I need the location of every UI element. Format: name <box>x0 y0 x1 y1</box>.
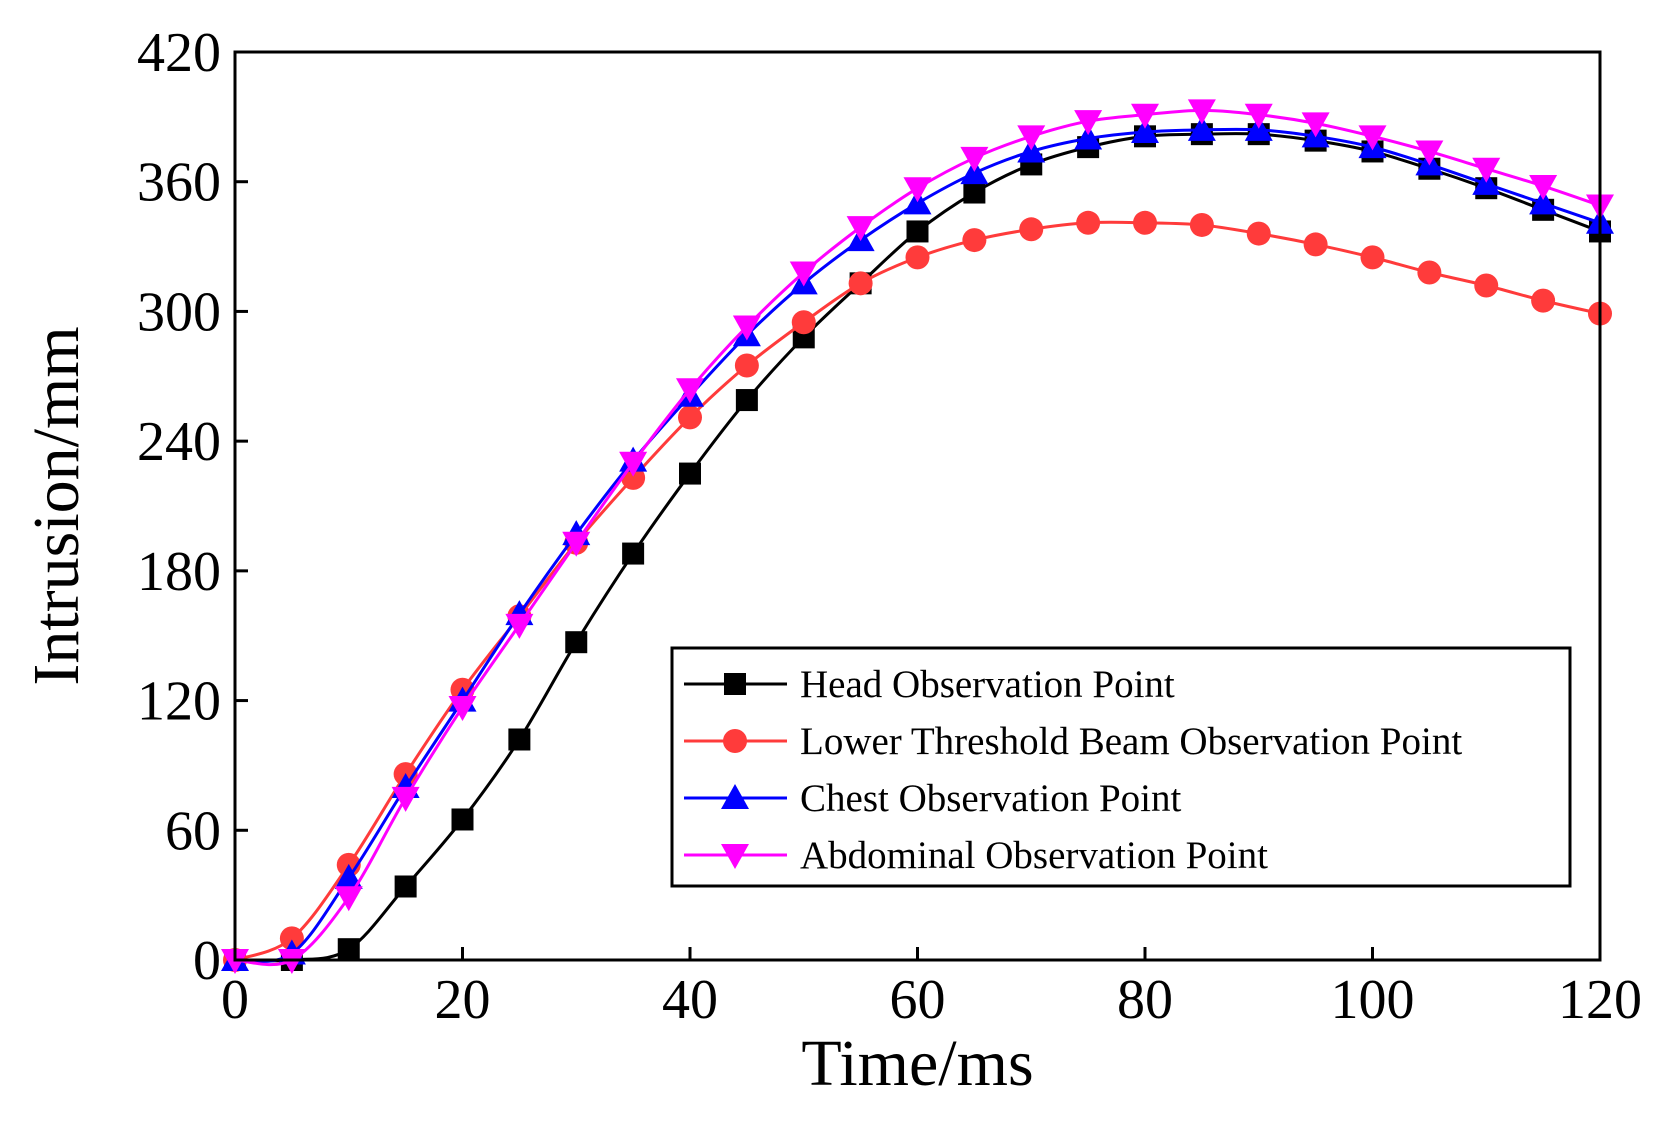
legend: Head Observation Point Lower Threshold Be… <box>670 646 1572 888</box>
y-tick-label: 180 <box>137 541 221 603</box>
data-point <box>1472 157 1501 183</box>
y-tick-label: 120 <box>137 671 221 733</box>
legend-box <box>670 646 1572 888</box>
x-tick-label: 80 <box>1117 969 1173 1031</box>
data-point <box>622 542 645 565</box>
data-point <box>960 146 989 172</box>
data-point <box>334 886 363 912</box>
data-point <box>846 216 875 242</box>
data-point <box>619 451 648 477</box>
data-point <box>1133 210 1157 235</box>
legend-marker <box>723 729 747 753</box>
x-tick-label: 60 <box>890 969 946 1031</box>
legend-item: Lower Threshold Beam Observation Point <box>684 720 1462 763</box>
data-point <box>734 353 759 378</box>
data-point <box>1301 112 1330 138</box>
data-point <box>565 631 588 654</box>
legend-label: Abdominal Observation Point <box>800 834 1268 877</box>
data-point <box>963 181 986 204</box>
x-tick-label: 120 <box>1558 969 1642 1031</box>
legend-item: Head Observation Point <box>684 663 1175 706</box>
data-point <box>735 389 758 412</box>
data-point <box>334 863 363 889</box>
data-point <box>1074 110 1103 136</box>
data-point <box>1246 221 1271 246</box>
legend-item: Abdominal Observation Point <box>684 834 1268 877</box>
data-point <box>1529 189 1558 215</box>
y-tick-label: 420 <box>137 22 221 84</box>
data-point <box>391 786 420 812</box>
data-point <box>1360 245 1385 270</box>
x-tick-label: 0 <box>221 969 249 1031</box>
legend-label: Head Observation Point <box>800 663 1175 706</box>
x-tick-label: 40 <box>662 969 718 1031</box>
data-point <box>1131 117 1159 143</box>
x-tick-label: 20 <box>435 969 491 1031</box>
data-point <box>1474 273 1499 298</box>
data-point <box>905 245 930 270</box>
data-point <box>732 315 761 341</box>
y-tick-label: 360 <box>137 152 221 214</box>
y-tick-label: 240 <box>137 411 221 473</box>
data-point <box>1131 103 1159 129</box>
data-point <box>1187 115 1216 141</box>
data-point <box>678 405 702 430</box>
axes-layer: 0 20 40 60 80 100 120 0 60 120 180 240 300 360 420 Time… <box>20 22 1642 1100</box>
data-point <box>337 938 360 961</box>
data-point <box>676 378 704 404</box>
y-tick-label: 60 <box>165 800 221 862</box>
data-point <box>679 462 701 485</box>
data-point <box>1017 125 1046 151</box>
data-point <box>1076 210 1101 235</box>
x-tick-label: 100 <box>1331 969 1415 1031</box>
data-point <box>505 613 534 639</box>
series-4 <box>221 99 1614 974</box>
data-point <box>1187 99 1216 125</box>
data-point <box>394 875 417 898</box>
data-point <box>1303 232 1328 257</box>
legend-marker <box>721 844 749 869</box>
legend-marker <box>724 673 746 695</box>
data-point <box>1358 125 1387 151</box>
data-point <box>848 271 873 296</box>
data-point <box>1531 288 1556 313</box>
data-point <box>1244 103 1273 129</box>
data-point <box>562 531 591 557</box>
y-tick-label: 300 <box>137 281 221 343</box>
data-point <box>508 728 531 751</box>
data-point <box>1415 140 1444 166</box>
legend-item: Chest Observation Point <box>684 777 1181 820</box>
legend-marker <box>721 784 749 809</box>
data-point <box>1189 212 1214 237</box>
data-point <box>279 926 304 951</box>
data-point <box>1529 175 1558 201</box>
series-layer <box>221 99 1614 974</box>
y-axis-title: Intrusion/mm <box>20 326 93 685</box>
data-point <box>448 696 477 722</box>
y-tick-label: 0 <box>193 930 221 992</box>
legend-label: Lower Threshold Beam Observation Point <box>800 720 1462 763</box>
x-axis-title: Time/ms <box>801 1027 1033 1100</box>
data-point <box>791 310 816 335</box>
data-point <box>1074 124 1103 150</box>
data-point <box>962 228 987 253</box>
data-point <box>451 808 474 831</box>
data-point <box>1019 217 1044 242</box>
legend-label: Chest Observation Point <box>800 777 1181 820</box>
data-point <box>903 177 932 203</box>
data-point <box>1417 260 1442 285</box>
data-point <box>906 220 929 243</box>
data-point <box>789 261 818 287</box>
